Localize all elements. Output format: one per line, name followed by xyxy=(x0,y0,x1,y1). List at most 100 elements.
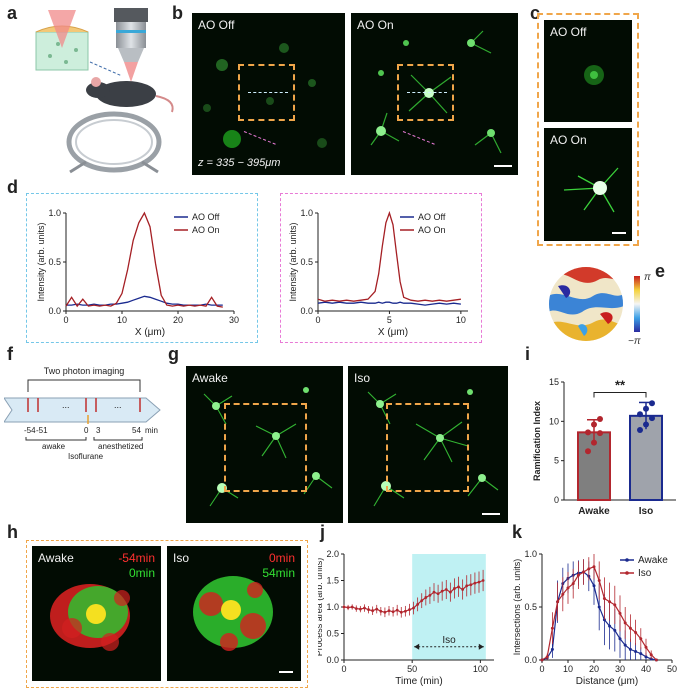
phase-max-label: π xyxy=(644,272,651,283)
scale-bar-h xyxy=(279,671,293,673)
j-ytick-label: 1.5 xyxy=(326,576,339,586)
j-point xyxy=(350,605,354,609)
mouse-body xyxy=(96,81,156,107)
panel-label-d: d xyxy=(7,177,18,197)
objective-body xyxy=(116,22,146,48)
j-iso-label: Iso xyxy=(442,635,456,646)
j-point xyxy=(420,599,424,603)
objective-tip xyxy=(118,48,144,62)
timeline-diagram: Two photon imaging ... ... -54 -51 0 3 5… xyxy=(4,366,161,460)
panel-label-e: e xyxy=(655,261,666,281)
roi-box-g-iso xyxy=(386,403,469,492)
chart-j: 0 50 100 0.0 0.5 1.0 1.5 2.0 Time (min) Process a… xyxy=(318,549,494,687)
tag-ao-off-b: AO Off xyxy=(198,18,235,32)
j-point xyxy=(473,581,477,585)
j-point xyxy=(371,609,375,613)
d-right-xtick-label: 5 xyxy=(386,315,391,325)
d-left-ytick-label: 0.0 xyxy=(48,306,61,316)
j-point xyxy=(448,590,452,594)
k-point-awake xyxy=(628,647,632,651)
j-point xyxy=(342,605,346,609)
scale-bar-b xyxy=(494,165,512,167)
j-point xyxy=(399,610,403,614)
d-left-xtick-label: 30 xyxy=(228,315,238,325)
k-point-iso xyxy=(592,565,596,569)
j-xlabel: Time (min) xyxy=(395,676,442,687)
k-point-iso xyxy=(540,658,544,662)
image-h-iso: Iso 0min 54min xyxy=(167,546,301,681)
image-c-ao-on: AO On xyxy=(544,128,632,241)
k-xtick-label: 40 xyxy=(641,664,651,674)
time-green-awake: 0min xyxy=(128,566,155,580)
k-point-awake xyxy=(634,650,638,654)
i-point-awake xyxy=(585,448,591,455)
i-point-iso xyxy=(643,405,649,412)
j-xtick-label: 50 xyxy=(407,664,417,674)
timeline-arrow xyxy=(4,397,161,423)
awake-label: awake xyxy=(42,442,66,451)
k-point-iso xyxy=(618,611,622,615)
i-point-iso xyxy=(643,421,649,428)
i-point-iso xyxy=(637,411,643,418)
j-point xyxy=(469,583,473,587)
k-point-iso xyxy=(628,626,632,630)
phase-min-label: −π xyxy=(628,336,641,347)
i-ytick-label: 10 xyxy=(549,416,559,426)
j-point xyxy=(436,592,440,596)
j-point xyxy=(395,608,399,612)
j-iso-arrowhead-left xyxy=(414,643,420,650)
j-ylabel: Process area (arb. units) xyxy=(318,558,324,657)
k-point-iso xyxy=(545,655,549,659)
d-left-legend-label: AO On xyxy=(192,225,220,235)
k-xtick-label: 0 xyxy=(539,664,544,674)
j-point xyxy=(457,585,460,589)
panel-label-k: k xyxy=(512,522,523,542)
setup-schematic xyxy=(35,8,174,174)
panel-label-j: j xyxy=(320,522,326,542)
line-profile-cyan-on xyxy=(407,92,447,93)
chart-d-right: 0 5 10 0.0 0.5 1.0 X (μm) Intensity (arb. units… xyxy=(288,208,468,338)
d-right-legend-label: AO Off xyxy=(418,212,446,222)
isoflurane-label: Isoflurane xyxy=(68,452,104,460)
k-ytick-label: 0.5 xyxy=(524,602,537,612)
j-point xyxy=(440,589,444,593)
k-point-awake xyxy=(550,647,554,651)
j-iso-shading xyxy=(412,554,486,660)
i-bar-iso xyxy=(629,414,663,501)
k-ytick-label: 1.0 xyxy=(524,549,537,559)
j-ytick-label: 2.0 xyxy=(326,549,339,559)
k-point-awake xyxy=(639,652,643,656)
d-left-xtick-label: 20 xyxy=(172,315,182,325)
image-c-ao-on-texture xyxy=(563,167,619,213)
d-right-ylabel: Intensity (arb. units) xyxy=(288,222,298,301)
time-red-awake: -54min xyxy=(118,551,155,565)
tag-ao-on-b: AO On xyxy=(357,18,394,32)
k-point-iso xyxy=(582,570,586,574)
panel-d-left-frame: 0 10 20 30 0.0 0.5 1.0 X (μm) Intensity (arb. un… xyxy=(26,193,258,343)
image-c-ao-off-texture xyxy=(584,65,604,85)
scale-bar-c xyxy=(612,232,626,234)
i-significance-label: ** xyxy=(615,377,626,392)
j-point xyxy=(383,610,387,614)
panel-label-c: c xyxy=(530,3,541,23)
j-point xyxy=(403,609,407,613)
k-point-iso xyxy=(566,586,570,590)
i-point-awake xyxy=(597,430,603,437)
tag-ao-on-c: AO On xyxy=(550,133,587,147)
i-point-iso xyxy=(649,415,655,422)
k-ytick-label: 0.0 xyxy=(524,655,537,665)
d-left-xtick-label: 0 xyxy=(63,315,68,325)
k-xlabel: Distance (μm) xyxy=(576,676,638,687)
timeline-unit: min xyxy=(145,426,158,435)
j-ytick-label: 1.0 xyxy=(326,602,339,612)
panel-label-g: g xyxy=(168,344,179,364)
i-point-iso xyxy=(637,426,643,433)
image-g-iso: Iso xyxy=(348,366,508,523)
panel-label-b: b xyxy=(172,3,183,23)
timeline-bracket-label: Two photon imaging xyxy=(44,366,125,376)
j-point xyxy=(432,590,436,594)
i-significance-bracket xyxy=(593,391,647,398)
objective-top xyxy=(114,8,148,22)
chart-k: 0 10 20 30 40 50 0.0 0.5 1.0 Distance (μm) Interse… xyxy=(512,549,677,687)
